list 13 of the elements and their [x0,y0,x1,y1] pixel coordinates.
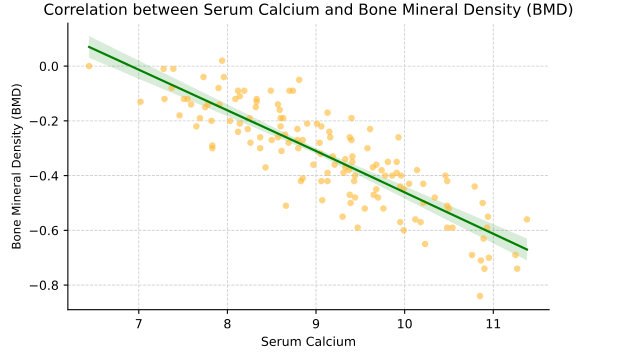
x-tick-label: 7 [136,319,142,328]
y-tick-label: −0.8 [30,280,58,290]
y-axis-title: Bone Mineral Density (BMD) [12,84,23,248]
y-tick-label: −0.2 [30,116,58,126]
x-tick-label: 9 [312,318,320,328]
y-tick-label: −0.6 [30,226,58,236]
y-tick-label: 0.0 [40,62,58,72]
chart-title: Correlation between Serum Calcium and Bone Mineral Density (BMD) [44,3,572,18]
x-axis-title: Serum Calcium [262,336,356,346]
x-tick-label: 10 [398,318,412,328]
y-tick-label: −0.4 [30,171,58,181]
x-tick-label: 8 [224,318,231,328]
x-tick-label: 11 [486,319,500,328]
